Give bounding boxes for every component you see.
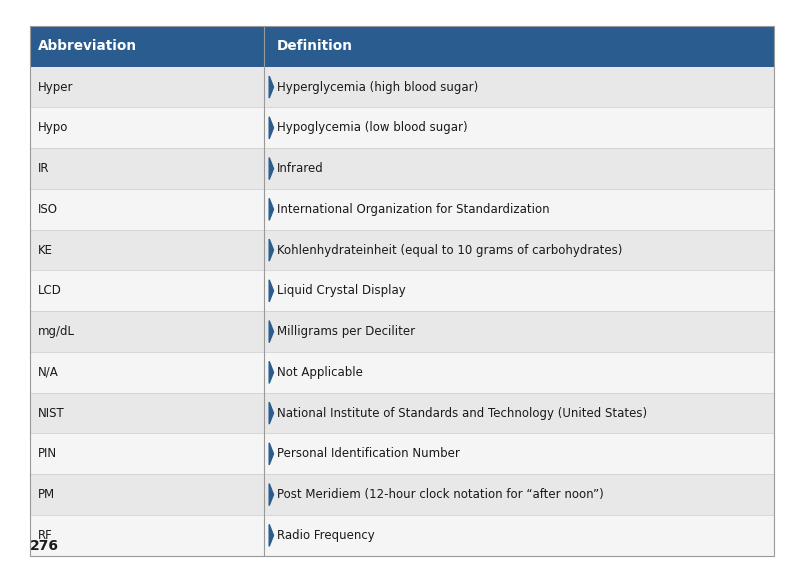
Polygon shape — [269, 443, 273, 465]
Text: Hypo: Hypo — [38, 121, 68, 135]
Text: 276: 276 — [30, 539, 59, 553]
Bar — [30, 515, 774, 556]
Text: Not Applicable: Not Applicable — [277, 366, 363, 379]
Polygon shape — [269, 76, 273, 98]
Polygon shape — [269, 157, 273, 180]
Text: N/A: N/A — [38, 366, 58, 379]
Bar — [30, 230, 774, 271]
Polygon shape — [269, 361, 273, 384]
Text: RF: RF — [38, 529, 53, 542]
Text: Post Meridiem (12-hour clock notation for “after noon”): Post Meridiem (12-hour clock notation fo… — [277, 488, 604, 501]
Bar — [30, 26, 774, 67]
Bar — [30, 107, 774, 148]
Bar — [30, 67, 774, 107]
Bar — [30, 270, 774, 311]
Polygon shape — [269, 320, 273, 343]
Polygon shape — [269, 239, 273, 261]
Text: mg/dL: mg/dL — [38, 325, 75, 338]
Bar — [30, 393, 774, 433]
Text: Hypoglycemia (low blood sugar): Hypoglycemia (low blood sugar) — [277, 121, 468, 135]
Text: Kohlenhydrateinheit (equal to 10 grams of carbohydrates): Kohlenhydrateinheit (equal to 10 grams o… — [277, 243, 623, 256]
Polygon shape — [269, 198, 273, 221]
Polygon shape — [269, 483, 273, 506]
Text: International Organization for Standardization: International Organization for Standardi… — [277, 203, 550, 216]
Bar — [30, 352, 774, 393]
Text: PIN: PIN — [38, 447, 57, 461]
Bar — [30, 189, 774, 230]
Text: NIST: NIST — [38, 406, 65, 420]
Text: Liquid Crystal Display: Liquid Crystal Display — [277, 284, 406, 298]
Text: Milligrams per Deciliter: Milligrams per Deciliter — [277, 325, 416, 338]
Polygon shape — [269, 402, 273, 424]
Bar — [30, 148, 774, 189]
Polygon shape — [269, 280, 273, 302]
Text: IR: IR — [38, 162, 50, 175]
Text: LCD: LCD — [38, 284, 62, 298]
Text: Personal Identification Number: Personal Identification Number — [277, 447, 460, 461]
Polygon shape — [269, 117, 273, 139]
Text: Abbreviation: Abbreviation — [38, 39, 137, 53]
Bar — [30, 433, 774, 474]
Text: National Institute of Standards and Technology (United States): National Institute of Standards and Tech… — [277, 406, 647, 420]
Text: Hyper: Hyper — [38, 80, 73, 93]
Text: KE: KE — [38, 243, 53, 256]
Text: ISO: ISO — [38, 203, 58, 216]
Bar — [30, 474, 774, 515]
Text: Definition: Definition — [276, 39, 352, 53]
Bar — [30, 311, 774, 352]
Text: Radio Frequency: Radio Frequency — [277, 529, 374, 542]
Polygon shape — [269, 524, 273, 547]
Text: Hyperglycemia (high blood sugar): Hyperglycemia (high blood sugar) — [277, 80, 478, 93]
Text: Infrared: Infrared — [277, 162, 324, 175]
Text: PM: PM — [38, 488, 55, 501]
